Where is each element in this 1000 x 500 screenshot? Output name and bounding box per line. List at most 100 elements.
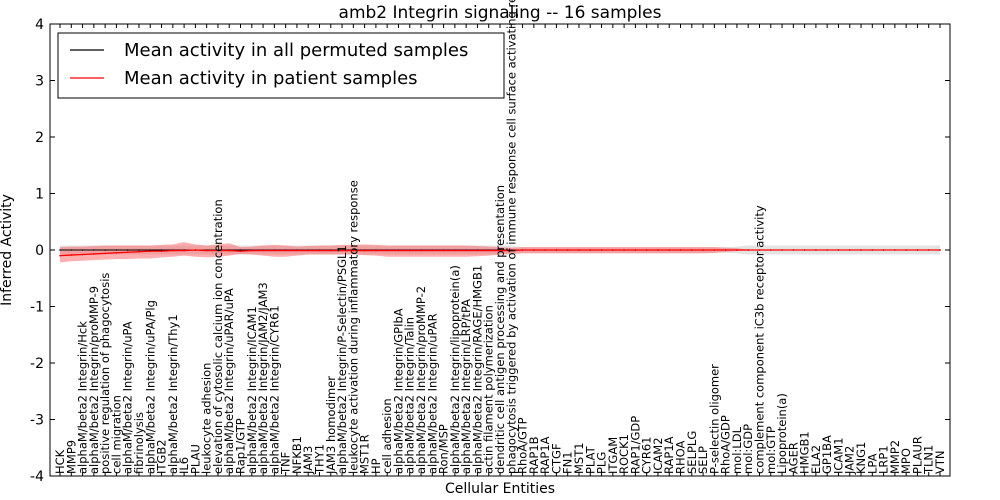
x-tick-label: FN1 [561, 451, 575, 474]
y-tick-label: 4 [35, 17, 44, 33]
x-tick-label: alphaM/beta2 Integrin/uPAR [425, 313, 439, 474]
x-tick-label: LRP1 [877, 445, 891, 474]
x-tick-label: ITGB2 [155, 439, 169, 474]
series-2-point [341, 249, 343, 252]
x-tick-label: alphaM/beta2 Integrin/lipoprotein(a) [448, 265, 462, 474]
series-1-point [59, 249, 61, 251]
series-2-point [645, 249, 648, 251]
x-tick-label: phagocytosis triggered by activation of … [504, 0, 518, 474]
series-2-point [769, 249, 772, 251]
y-tick-label: 2 [35, 130, 44, 146]
series-2-point [149, 250, 152, 252]
series-2-point [758, 249, 761, 251]
x-tick-label: HMGB1 [798, 431, 812, 474]
series-2-point [657, 249, 659, 251]
series-2-point [826, 249, 828, 251]
x-tick-label: AGER [786, 442, 800, 474]
series-1-point [104, 249, 106, 251]
x-tick-label: alphaM/beta2 Integrin/proMMP-9 [87, 286, 101, 474]
series-2-point [848, 249, 851, 251]
x-tick-label: alphaM/beta2 Integrin/uPAR/uPA [222, 288, 236, 474]
x-tick-label: ICAM2 [651, 437, 665, 474]
series-2-point [939, 249, 941, 251]
x-tick-label: PLAUR [910, 436, 924, 474]
series-2-point [273, 249, 276, 252]
x-tick-label: Lipoprotein(a) [775, 393, 789, 474]
y-tick-label: -3 [30, 413, 44, 429]
x-tick-label: alphaM/beta2 Integrin/GPIbA [391, 308, 405, 474]
x-tick-label: CTGF [549, 443, 563, 474]
series-2-point [905, 249, 907, 251]
x-tick-label: RAP1B [527, 436, 541, 474]
x-tick-label: RAP1A [662, 436, 676, 474]
y-axis-label: Inferred Activity [0, 194, 15, 306]
x-tick-label: HCK [53, 449, 67, 474]
x-tick-label: SELP [696, 446, 710, 474]
x-tick-label: complement component iC3b receptor activ… [752, 205, 766, 474]
series-2-point [724, 249, 727, 251]
series-2-point [533, 249, 535, 251]
x-tick-label: ELA2 [809, 445, 823, 474]
x-tick-label: dendritic cell antigen processing and pr… [493, 185, 507, 474]
x-tick-label: alphaM/beta2 Integrin/P-Selectin/PSGL1 [335, 245, 349, 474]
chart-title: amb2 Integrin signaling -- 16 samples [339, 3, 662, 23]
series-2-point [736, 249, 738, 251]
series-2-point [352, 249, 355, 252]
y-tick-label: -2 [30, 356, 44, 372]
x-tick-label: mol:LDL [730, 426, 744, 474]
series-2-point [837, 249, 840, 251]
series-2-point [375, 249, 377, 252]
series-2-point [589, 249, 592, 251]
series-2-point [555, 249, 558, 251]
series-2-point [329, 249, 332, 252]
series-2-point [81, 253, 84, 256]
series-2-point [250, 249, 253, 252]
x-tick-label: LPA [865, 453, 879, 474]
series-2-point [205, 249, 208, 252]
series-2-point [59, 254, 61, 257]
series-2-point [781, 249, 783, 251]
series-2-point [363, 249, 366, 252]
x-tick-label: alphaM/beta2 Integrin/uPA [121, 321, 135, 474]
x-tick-label: alphaM/beta2 Integrin/Talin [403, 317, 417, 474]
x-tick-label: KNG1 [854, 442, 868, 474]
x-tick-label: RhoA/GTP [516, 417, 530, 474]
x-tick-label: leukocyte activation during inflammatory… [346, 180, 360, 474]
series-1-point [115, 249, 118, 251]
x-tick-label: alphaM/beta2 Integrin/proMMP-2 [414, 286, 428, 474]
series-2-point [194, 249, 197, 251]
x-tick-label: RHOA [674, 441, 688, 474]
series-2-point [70, 254, 73, 256]
series-2-point [386, 249, 388, 252]
series-1-point [138, 249, 140, 251]
x-tick-label: alphaM/beta2 Integrin/JAM2/JAM3 [256, 282, 270, 474]
x-tick-label: alphaM/beta2 Integrin/uPA/Plg [143, 300, 157, 474]
x-tick-label: CYR61 [640, 437, 654, 474]
series-2-point [623, 249, 625, 251]
series-1-point [93, 249, 95, 251]
series-2-point [442, 249, 445, 252]
x-tick-label: PLAU [188, 444, 202, 474]
x-tick-label: THY1 [312, 444, 326, 475]
series-2-point [499, 249, 501, 252]
series-2-point [431, 249, 434, 252]
x-tick-label: RhoA/GDP [719, 415, 733, 474]
series-2-band [60, 242, 940, 263]
series-2-point [397, 249, 400, 252]
series-2-point [566, 249, 569, 251]
x-tick-label: alphaM/beta2 Integrin/RAGE/HMGB1 [470, 265, 484, 474]
series-2-point [217, 249, 219, 252]
series-2-point [894, 249, 896, 251]
series-2-point [860, 249, 862, 251]
x-tick-label: HP [369, 458, 383, 474]
series-2-point [916, 249, 919, 251]
x-tick-label: actin filament polymerization [482, 305, 496, 474]
x-tick-label: Rap1/GTP [234, 418, 248, 474]
x-axis-label: Cellular Entities [445, 481, 555, 497]
series-2-point [160, 250, 163, 252]
x-tick-label: PLG [595, 452, 609, 474]
series-2-point [228, 249, 231, 252]
series-2-point [138, 250, 140, 253]
series-2-point [284, 249, 287, 252]
x-tick-label: TNF [279, 452, 293, 475]
